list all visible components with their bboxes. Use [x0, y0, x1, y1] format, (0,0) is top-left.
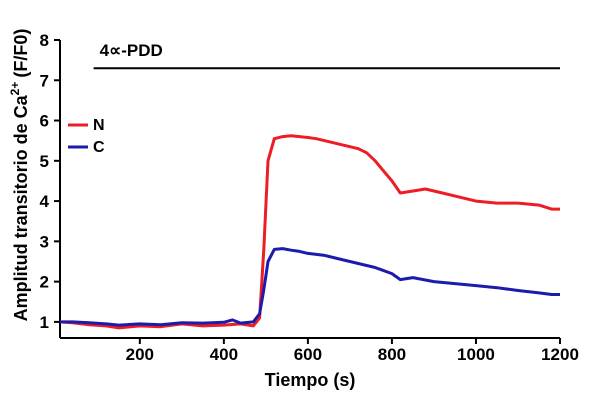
y-tick-label: 4	[40, 192, 50, 211]
x-tick-label: 800	[378, 345, 406, 364]
treatment-annotation: 4∝-PDD	[93, 41, 560, 70]
y-tick-label: 1	[40, 313, 49, 332]
legend-label-C: C	[93, 139, 105, 156]
legend: NC	[68, 117, 105, 156]
x-axis-title: Tiempo (s)	[265, 370, 356, 390]
y-axis-title: Amplitud transitorio de Ca2+ (F/F0)	[8, 29, 31, 322]
x-tick-label: 400	[210, 345, 238, 364]
treatment-label: 4∝-PDD	[100, 41, 163, 60]
series-line-N	[59, 134, 560, 330]
x-tick-label: 1200	[541, 345, 579, 364]
x-tick-label: 1000	[457, 345, 495, 364]
legend-label-N: N	[93, 117, 105, 134]
y-axis-ticks: 1 2 3 4 5 6 7 8	[40, 31, 60, 332]
y-axis-title-superscript: 2+	[8, 82, 22, 96]
x-tick-label: 600	[294, 345, 322, 364]
series-line-C	[60, 247, 560, 327]
y-tick-label: 2	[40, 273, 49, 292]
y-axis-title-units: (F/F0)	[11, 29, 31, 78]
y-tick-label: 5	[40, 152, 49, 171]
axes	[59, 40, 560, 339]
x-tick-label: 200	[126, 345, 154, 364]
y-tick-label: 7	[40, 71, 49, 90]
y-tick-label: 3	[40, 232, 49, 251]
y-tick-label: 8	[40, 31, 49, 50]
x-axis-ticks: 200 400 600 800 1000 1200	[126, 338, 579, 364]
y-axis-title-main: Amplitud transitorio de Ca	[11, 94, 31, 321]
series-layer	[59, 134, 560, 330]
y-tick-label: 6	[40, 112, 49, 131]
